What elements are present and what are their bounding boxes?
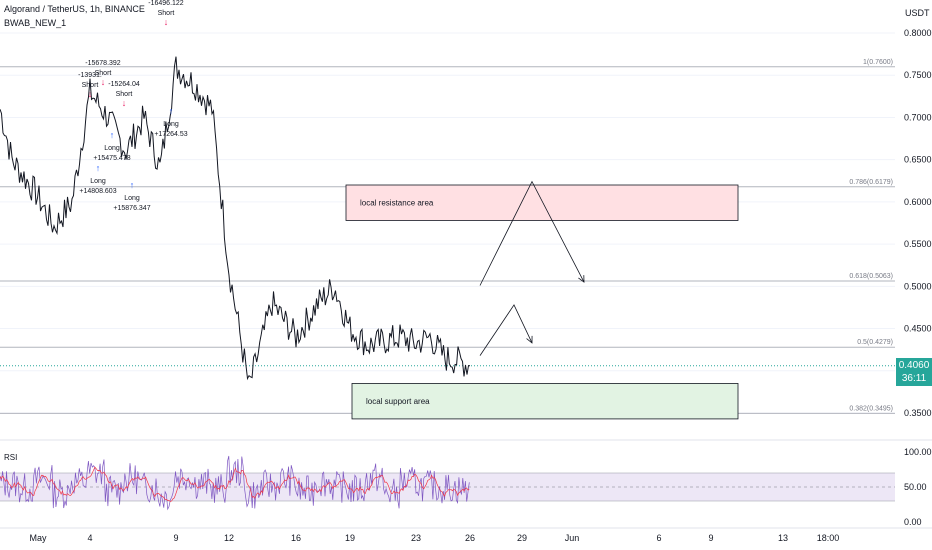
time-tick: 29 [517, 533, 527, 543]
signal-arrow-icon: ↑ [110, 130, 115, 140]
price-tick: 0.5000 [904, 281, 932, 291]
time-tick: 12 [224, 533, 234, 543]
rsi-pane[interactable]: RSI [0, 439, 932, 511]
time-tick: 26 [465, 533, 475, 543]
rsi-ma-line [0, 466, 470, 502]
zone-box [345, 184, 739, 221]
fib-label: 0.5(0.4279) [857, 339, 893, 346]
last-price-tag: 0.4060 36:11 [896, 358, 932, 386]
signal-label: Short [158, 10, 175, 17]
signal-label: +15876.347 [113, 205, 150, 212]
time-tick: 23 [411, 533, 421, 543]
rsi-tick: 50.00 [904, 482, 927, 492]
signal-label: Long [90, 178, 106, 185]
time-tick: 9 [173, 533, 178, 543]
price-series[interactable] [0, 56, 471, 381]
symbol-title[interactable]: Algorand / TetherUS, 1h, BINANCE [4, 4, 145, 14]
time-tick: 19 [345, 533, 355, 543]
signal-arrow-icon: ↓ [164, 17, 169, 27]
time-tick: 18:00 [817, 533, 840, 543]
signal-arrow-icon: ↑ [169, 106, 174, 116]
price-tick: 0.5500 [904, 239, 932, 249]
zone-label: local support area [366, 397, 430, 406]
price-tick: 0.7000 [904, 112, 932, 122]
fib-label: 0.382(0.3495) [849, 405, 893, 412]
signal-label: -16496.122 [148, 0, 184, 7]
signal-label: +17264.53 [154, 131, 187, 138]
last-price-value: 0.4060 [898, 360, 930, 371]
time-tick: Jun [565, 533, 580, 543]
projection-path-2 [479, 304, 533, 356]
time-tick: 4 [87, 533, 92, 543]
price-tick: 0.6000 [904, 197, 932, 207]
price-tick: 0.6500 [904, 155, 932, 165]
signal-arrow-icon: ↓ [122, 98, 127, 108]
zones[interactable]: local resistance area local support area [345, 184, 739, 420]
signal-label: Long [124, 195, 140, 202]
rsi-label: RSI [4, 453, 17, 462]
signal-label: Long [163, 121, 179, 128]
zone-label: local resistance area [360, 199, 434, 208]
fib-label: 1(0.7600) [863, 59, 893, 66]
axes: USDT 0.8000 0.7500 0.7000 0.6500 0.6000 0.5500… [0, 8, 932, 543]
price-tick: 0.4500 [904, 324, 932, 334]
fib-label: 0.786(0.6179) [849, 179, 893, 186]
signal-arrow-icon: ↑ [96, 163, 101, 173]
time-tick: 13 [778, 533, 788, 543]
time-tick: 6 [656, 533, 661, 543]
signal-arrow-icon: ↑ [130, 180, 135, 190]
signals: -16496.122Short↓-15678.392Short↓-13931.S… [78, 0, 188, 212]
signal-arrow-icon: ↓ [88, 89, 93, 99]
zone-box [351, 383, 739, 420]
signal-label: Short [116, 91, 133, 98]
signal-arrow-icon: ↓ [101, 77, 106, 87]
price-tick: 0.3500 [904, 408, 932, 418]
arrow-head-icon [578, 275, 585, 283]
price-unit: USDT [905, 8, 930, 18]
rsi-tick: 0.00 [904, 517, 922, 527]
signal-label: Short [95, 70, 112, 77]
signal-label: +14808.603 [79, 188, 116, 195]
projection-arrows[interactable] [479, 180, 585, 356]
countdown-timer: 36:11 [901, 373, 927, 384]
signal-label: Short [82, 82, 99, 89]
price-tick: 0.8000 [904, 28, 932, 38]
indicator-label[interactable]: BWAB_NEW_1 [4, 18, 67, 28]
signal-label: -13931. [78, 72, 102, 79]
signal-label: +15475.478 [93, 155, 130, 162]
price-line [0, 56, 471, 381]
projection-path [479, 180, 585, 286]
time-tick: 16 [291, 533, 301, 543]
time-tick: May [29, 533, 47, 543]
signal-label: -15264.04 [108, 81, 140, 88]
price-tick: 0.7500 [904, 70, 932, 80]
arrow-head-icon [526, 335, 533, 344]
fib-label: 0.618(0.5063) [849, 273, 893, 280]
signal-label: Long [104, 145, 120, 152]
rsi-tick: 100.00 [904, 447, 932, 457]
time-tick: 9 [708, 533, 713, 543]
signal-label: -15678.392 [85, 60, 121, 67]
